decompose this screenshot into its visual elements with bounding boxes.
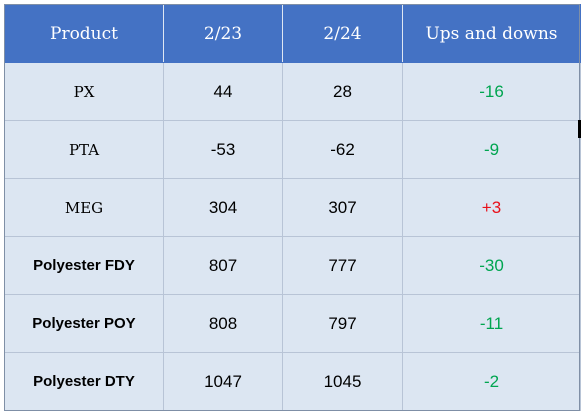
value-cell-date-2: 28 [282, 62, 403, 121]
table-row: Polyester FDY 807 777 -30 [4, 236, 581, 295]
value-cell-date-1: 807 [163, 236, 283, 295]
change-cell: -11 [402, 294, 581, 353]
change-cell: -16 [402, 62, 581, 121]
table-row: MEG 304 307 +3 [4, 178, 581, 237]
change-cell: -9 [402, 120, 581, 179]
product-cell: Polyester DTY [4, 352, 164, 411]
table-row: Polyester DTY 1047 1045 -2 [4, 352, 581, 411]
change-cell: -30 [402, 236, 581, 295]
table-row: PX 44 28 -16 [4, 62, 581, 121]
header-ups-and-downs: Ups and downs [402, 4, 581, 63]
table-row: Polyester POY 808 797 -11 [4, 294, 581, 353]
price-table-container: Product 2/23 2/24 Ups and downs PX 44 28… [4, 4, 581, 411]
value-cell-date-2: 1045 [282, 352, 403, 411]
product-cell: Polyester FDY [4, 236, 164, 295]
change-cell: -2 [402, 352, 581, 411]
value-cell-date-2: 307 [282, 178, 403, 237]
table-row: PTA -53 -62 -9 [4, 120, 581, 179]
change-cell: +3 [402, 178, 581, 237]
text-cursor-mark [578, 120, 581, 138]
value-cell-date-1: 808 [163, 294, 283, 353]
value-cell-date-1: 44 [163, 62, 283, 121]
product-cell: PX [4, 62, 164, 121]
value-cell-date-1: -53 [163, 120, 283, 179]
header-product: Product [4, 4, 164, 63]
product-cell: PTA [4, 120, 164, 179]
product-cell: MEG [4, 178, 164, 237]
header-date-1: 2/23 [163, 4, 283, 63]
value-cell-date-2: 797 [282, 294, 403, 353]
table-header-row: Product 2/23 2/24 Ups and downs [4, 4, 581, 63]
value-cell-date-2: 777 [282, 236, 403, 295]
header-date-2: 2/24 [282, 4, 403, 63]
product-cell: Polyester POY [4, 294, 164, 353]
value-cell-date-1: 1047 [163, 352, 283, 411]
value-cell-date-2: -62 [282, 120, 403, 179]
value-cell-date-1: 304 [163, 178, 283, 237]
price-change-table: Product 2/23 2/24 Ups and downs PX 44 28… [4, 4, 581, 411]
